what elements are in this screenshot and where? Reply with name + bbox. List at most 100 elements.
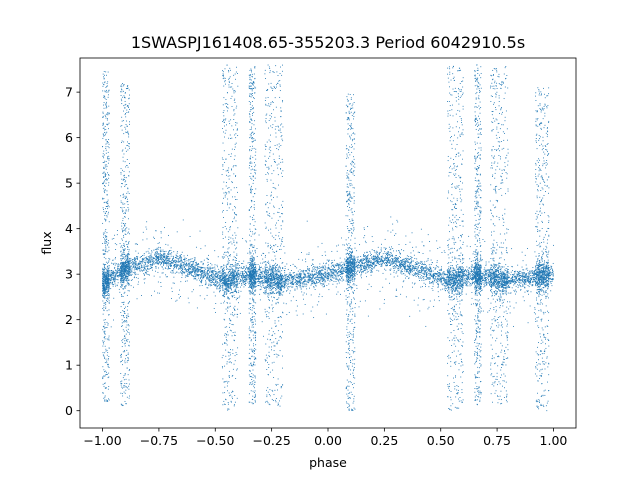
data-point: [201, 285, 203, 286]
data-point: [117, 279, 119, 281]
data-point: [473, 268, 474, 270]
data-point: [275, 285, 277, 287]
data-point: [399, 265, 401, 267]
data-point: [309, 277, 310, 279]
data-point: [464, 279, 466, 281]
data-point: [292, 279, 294, 281]
data-point: [384, 257, 386, 259]
data-point: [421, 270, 423, 272]
data-point: [505, 284, 507, 286]
data-point: [109, 278, 111, 280]
data-point: [183, 258, 184, 260]
data-point: [170, 250, 172, 252]
data-point: [224, 288, 226, 290]
data-point: [542, 272, 544, 274]
data-point: [129, 260, 131, 262]
data-point: [451, 285, 453, 286]
data-point: [308, 280, 310, 282]
data-point: [110, 282, 112, 284]
data-point: [307, 275, 309, 277]
data-point: [305, 270, 307, 272]
data-point: [179, 266, 181, 268]
data-point: [261, 275, 263, 277]
data-point: [164, 257, 165, 259]
data-point: [425, 278, 427, 280]
data-point: [469, 272, 471, 274]
data-point: [380, 249, 382, 251]
data-point: [460, 277, 462, 278]
data-point: [373, 267, 375, 269]
data-point: [304, 270, 306, 272]
data-point: [308, 279, 310, 281]
data-point: [246, 272, 248, 274]
data-point: [114, 276, 116, 278]
data-point: [325, 276, 327, 278]
data-point: [369, 265, 371, 267]
data-point: [209, 285, 211, 287]
data-point: [205, 275, 207, 277]
data-point: [280, 278, 282, 280]
data-point: [291, 277, 293, 279]
data-point: [523, 279, 525, 281]
data-point: [137, 256, 139, 258]
data-point: [394, 256, 396, 258]
data-point: [174, 265, 176, 267]
data-point: [217, 274, 219, 275]
data-point: [429, 277, 431, 279]
data-point: [503, 280, 504, 282]
data-point: [405, 262, 407, 264]
data-point: [131, 259, 133, 261]
data-point: [411, 257, 412, 259]
data-point: [134, 271, 136, 273]
data-point: [400, 259, 402, 261]
data-point: [247, 278, 249, 280]
data-point: [209, 280, 211, 282]
data-point: [546, 272, 547, 274]
data-point: [257, 278, 259, 280]
data-point: [146, 261, 148, 263]
data-point: [257, 276, 259, 278]
data-point: [489, 270, 491, 272]
data-point: [177, 256, 179, 258]
data-point: [488, 275, 489, 277]
data-point: [508, 287, 510, 288]
data-point: [170, 255, 172, 257]
data-point: [116, 276, 118, 278]
data-point: [300, 283, 301, 285]
data-point: [259, 265, 260, 267]
data-point: [408, 265, 409, 267]
data-point: [172, 270, 174, 272]
data-point: [183, 272, 185, 274]
data-point: [114, 277, 116, 279]
data-point: [184, 260, 186, 262]
data-point: [169, 265, 171, 266]
data-point: [546, 265, 548, 267]
data-point: [390, 252, 392, 253]
data-point: [163, 254, 165, 256]
data-point: [472, 270, 474, 272]
data-point: [198, 277, 200, 279]
data-point: [109, 276, 111, 278]
data-point: [184, 267, 185, 269]
data-point: [404, 270, 406, 272]
data-point: [136, 256, 138, 257]
data-point: [502, 278, 504, 280]
data-point: [263, 271, 265, 273]
data-point: [364, 262, 366, 263]
data-point: [172, 263, 174, 264]
data-point: [298, 276, 300, 278]
data-point: [212, 271, 214, 273]
data-point: [323, 280, 325, 281]
data-point: [378, 262, 379, 264]
data-point: [311, 270, 312, 272]
data-point: [532, 281, 534, 283]
data-point: [428, 278, 430, 280]
data-point: [498, 284, 500, 286]
data-point: [200, 276, 202, 278]
data-point: [164, 261, 166, 263]
data-point: [395, 255, 397, 256]
data-point: [104, 290, 105, 292]
data-point: [290, 276, 292, 278]
data-point: [441, 283, 443, 285]
data-point: [480, 271, 482, 273]
